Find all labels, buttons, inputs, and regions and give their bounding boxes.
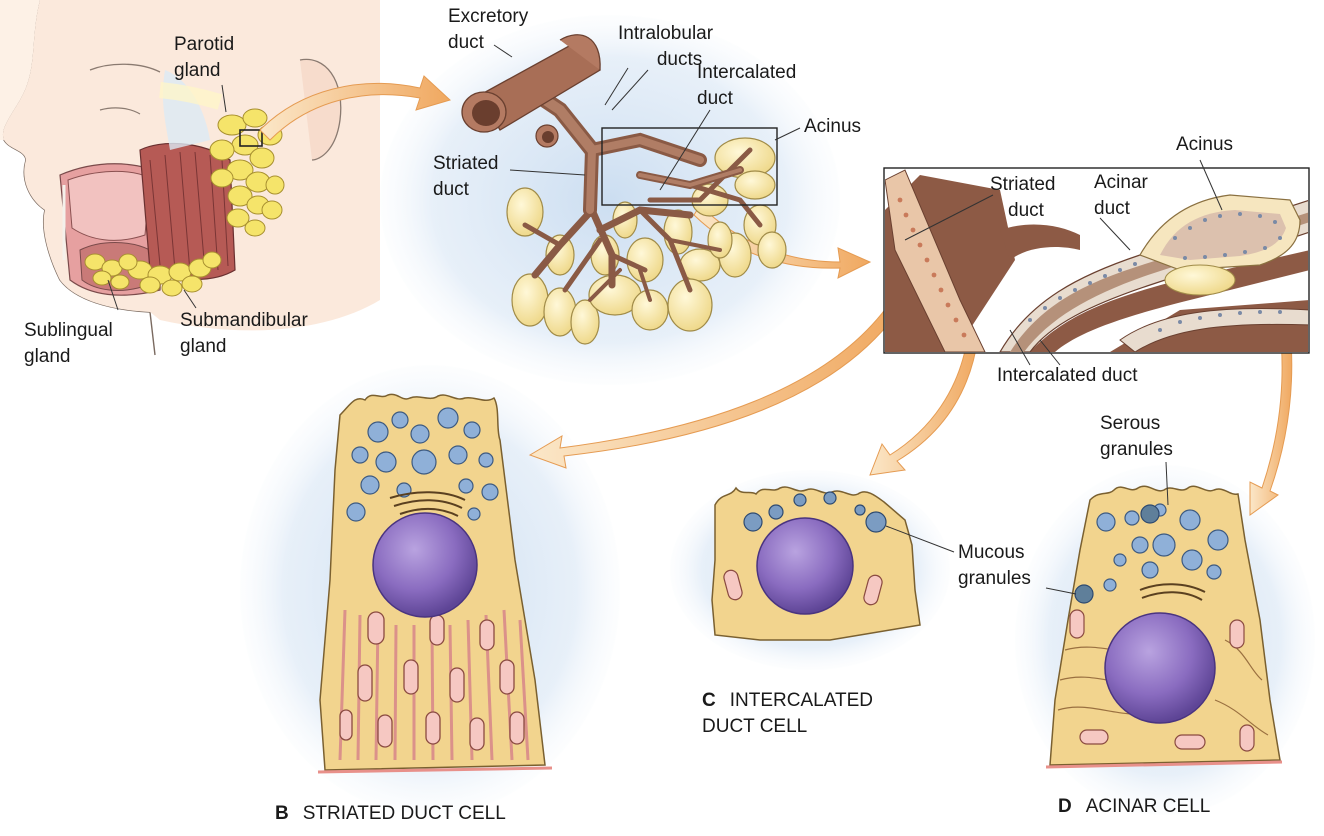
label-line: Intralobular — [618, 23, 714, 44]
label-line: Serous — [1100, 413, 1161, 434]
acinar-cell-nucleus — [1104, 612, 1216, 724]
label-intercalated-duct: Intercalated duct — [997, 365, 1138, 386]
label-line: Mucous — [958, 542, 1025, 563]
label-line: Acinar — [1094, 172, 1148, 193]
label-line: Excretory — [448, 6, 529, 27]
label-line: duct — [1094, 198, 1130, 219]
label-line: duct — [448, 32, 484, 53]
striated-duct-cell — [319, 393, 546, 771]
caption-c: C INTERCALATED DUCT CELL — [702, 688, 873, 740]
label-submandibular-gland: Submandibular gland — [180, 308, 308, 360]
label-line: duct — [1008, 200, 1044, 221]
duct-tree — [461, 34, 801, 345]
label-sublingual-gland: Sublingual gland — [24, 318, 113, 370]
caption-d-text: ACINAR CELL — [1085, 796, 1211, 817]
sublingual-gland-shape — [84, 253, 138, 290]
caption-b-text: STRIATED DUCT CELL — [302, 803, 506, 824]
face-illustration — [0, 0, 381, 356]
acinar-cell-basal-membrane — [1045, 760, 1283, 769]
caption-d: D ACINAR CELL — [1058, 794, 1210, 820]
label-line: Sublingual — [24, 320, 113, 341]
label-striated-duct-2: Striated duct — [990, 172, 1055, 224]
intercalated-duct-cell — [711, 486, 955, 641]
striated-cell-basal-membrane — [317, 766, 553, 774]
label-line: duct — [433, 179, 469, 200]
label-striated-duct-1: Striated duct — [433, 151, 498, 203]
caption-c-line1: INTERCALATED — [729, 690, 873, 711]
parotid-inset-box — [239, 129, 263, 147]
striated-cell-nucleus — [372, 512, 478, 618]
label-line: Submandibular — [180, 310, 308, 331]
caption-b-letter: B — [275, 803, 289, 824]
label-intercalated-duct-top: Intercalated duct — [697, 60, 796, 112]
label-line: gland — [24, 346, 71, 367]
label-line: granules — [958, 568, 1031, 589]
submandibular-gland-shape — [127, 251, 222, 297]
parotid-gland-shape — [209, 108, 285, 237]
label-line: ducts — [656, 49, 703, 70]
caption-d-letter: D — [1058, 796, 1072, 817]
label-line: Intercalated — [697, 62, 797, 83]
label-acinus-1: Acinus — [804, 116, 862, 137]
caption-c-line2: DUCT CELL — [702, 716, 808, 737]
label-acinar-duct: Acinar duct — [1094, 170, 1148, 222]
label-line: Striated — [433, 153, 499, 174]
caption-c-letter: C — [702, 690, 716, 711]
label-intralobular-ducts: Intralobular ducts — [618, 21, 713, 73]
acinar-cell — [1045, 461, 1281, 766]
label-excretory-duct: Excretory duct — [448, 4, 528, 56]
label-line: granules — [1100, 439, 1173, 460]
caption-b: B STRIATED DUCT CELL — [275, 801, 506, 827]
label-line: duct — [697, 88, 733, 109]
label-line: Striated — [990, 174, 1056, 195]
duct-tree-inset-box — [601, 127, 778, 206]
intercalated-cell-nucleus — [756, 517, 854, 615]
label-acinus-2: Acinus — [1176, 134, 1234, 155]
label-line: Parotid — [174, 34, 235, 55]
label-line: gland — [174, 60, 221, 81]
label-parotid-gland: Parotid gland — [174, 32, 234, 84]
label-serous-granules: Serous granules — [1100, 411, 1173, 463]
label-mucous-granules: Mucous granules — [958, 540, 1031, 592]
enlarged-duct-inset — [883, 159, 1310, 366]
label-line: gland — [180, 336, 227, 357]
